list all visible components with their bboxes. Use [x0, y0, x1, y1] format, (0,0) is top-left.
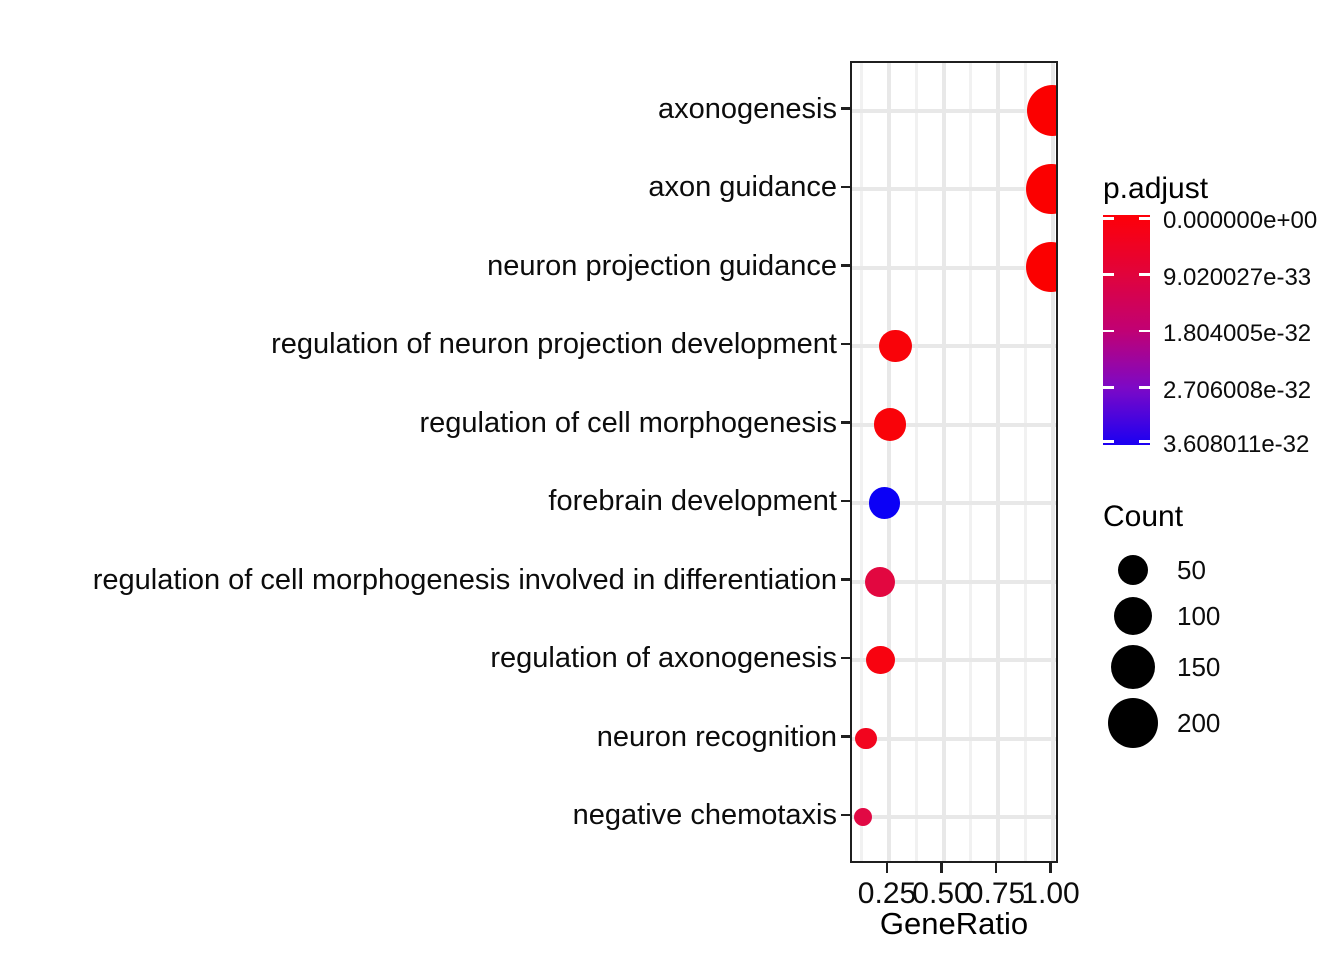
data-point-regulation-of-axonogenesis	[865, 645, 895, 675]
y-axis-tick	[841, 656, 850, 660]
y-axis-label: negative chemotaxis	[572, 799, 837, 831]
y-axis-label: regulation of cell morphogenesis involve…	[92, 563, 837, 596]
colorbar-tick	[1139, 329, 1150, 333]
gridline-major-horizontal	[852, 736, 1056, 741]
size-legend-label: 150	[1177, 652, 1221, 682]
gridline-major-horizontal	[852, 422, 1056, 427]
colorbar-tick-label: 9.020027e-33	[1163, 263, 1312, 291]
x-axis-tick-label: 0.75	[966, 877, 1026, 910]
data-point-regulation-of-cell-morphogenesis-involved-in-differentiation	[865, 566, 896, 597]
colorbar-tick	[1103, 217, 1114, 220]
y-axis-tick	[841, 578, 850, 581]
gridline-major-horizontal	[852, 265, 1056, 270]
colorbar-tick	[1139, 273, 1150, 276]
y-axis-label: forebrain development	[548, 485, 837, 517]
y-axis-label: regulation of axonogenesis	[490, 642, 837, 674]
data-point-axon-guidance	[1026, 163, 1056, 215]
gridline-major-horizontal	[852, 815, 1056, 819]
gridline-major-horizontal	[852, 501, 1056, 505]
size-legend-circle	[1118, 555, 1148, 585]
data-point-axonogenesis	[1027, 85, 1056, 136]
size-legend-circle	[1110, 644, 1156, 690]
gridline-major-horizontal	[852, 108, 1056, 113]
gridline-major-vertical	[996, 63, 1000, 861]
size-legend-title: Count	[1103, 500, 1184, 533]
plot-panel	[850, 61, 1058, 863]
data-point-regulation-of-neuron-projection-development	[879, 329, 913, 363]
size-legend-label: 50	[1177, 555, 1206, 585]
gridline-minor-vertical	[969, 63, 973, 861]
x-axis-tick-label: 0.50	[912, 877, 971, 910]
gridline-major-vertical	[1050, 63, 1055, 861]
y-axis-tick	[841, 735, 850, 738]
colorbar-tick	[1139, 217, 1150, 220]
colorbar-tick-label: 2.706008e-32	[1163, 376, 1312, 404]
data-point-regulation-of-cell-morphogenesis	[873, 408, 907, 441]
x-axis-tick	[1049, 863, 1052, 873]
y-axis-tick	[841, 264, 850, 267]
data-point-neuron-projection-guidance	[1026, 242, 1056, 293]
y-axis-tick	[841, 107, 850, 110]
gridline-minor-vertical	[1023, 63, 1027, 861]
colorbar-tick	[1103, 329, 1114, 333]
gridline-minor-vertical	[860, 63, 864, 861]
size-legend-circle	[1113, 596, 1153, 636]
x-axis-title: GeneRatio	[879, 906, 1029, 941]
x-axis-tick	[940, 863, 943, 873]
colorbar-tick	[1103, 273, 1114, 276]
y-axis-tick	[841, 421, 850, 424]
color-legend-title: p.adjust	[1103, 172, 1209, 205]
gridline-major-horizontal	[852, 187, 1056, 191]
data-point-forebrain-development	[869, 487, 901, 519]
gridline-major-vertical	[887, 63, 891, 861]
data-point-negative-chemotaxis	[853, 807, 873, 827]
x-axis-tick-label: 0.25	[857, 877, 917, 910]
gridline-major-horizontal	[852, 344, 1056, 348]
colorbar-tick	[1103, 440, 1114, 443]
colorbar-tick	[1139, 440, 1150, 443]
y-axis-label: neuron projection guidance	[487, 249, 837, 282]
size-legend-label: 200	[1177, 708, 1221, 738]
colorbar-tick	[1139, 386, 1150, 389]
colorbar-tick-label: 0.000000e+00	[1163, 207, 1318, 235]
size-legend-circle	[1107, 697, 1158, 748]
y-axis-tick	[841, 185, 850, 189]
gridline-major-horizontal	[852, 579, 1056, 584]
y-axis-label: axonogenesis	[658, 92, 837, 125]
y-axis-label: regulation of neuron projection developm…	[271, 328, 837, 360]
y-axis-label: regulation of cell morphogenesis	[419, 406, 837, 439]
x-axis-tick	[994, 863, 998, 873]
gridline-major-vertical	[941, 63, 946, 861]
x-axis-tick	[885, 863, 889, 873]
colorbar-tick	[1103, 386, 1114, 389]
x-axis-tick-label: 1.00	[1021, 877, 1080, 910]
colorbar-tick-label: 3.608011e-32	[1163, 430, 1310, 458]
gridline-minor-vertical	[914, 63, 918, 861]
data-point-neuron-recognition	[855, 727, 878, 750]
y-axis-label: axon guidance	[648, 171, 837, 203]
y-axis-tick	[841, 813, 850, 817]
y-axis-tick	[841, 499, 850, 503]
size-legend-label: 100	[1177, 601, 1221, 631]
colorbar-tick-label: 1.804005e-32	[1163, 319, 1312, 347]
y-axis-label: neuron recognition	[596, 720, 837, 753]
gridline-major-horizontal	[852, 658, 1056, 662]
y-axis-tick	[841, 342, 850, 346]
